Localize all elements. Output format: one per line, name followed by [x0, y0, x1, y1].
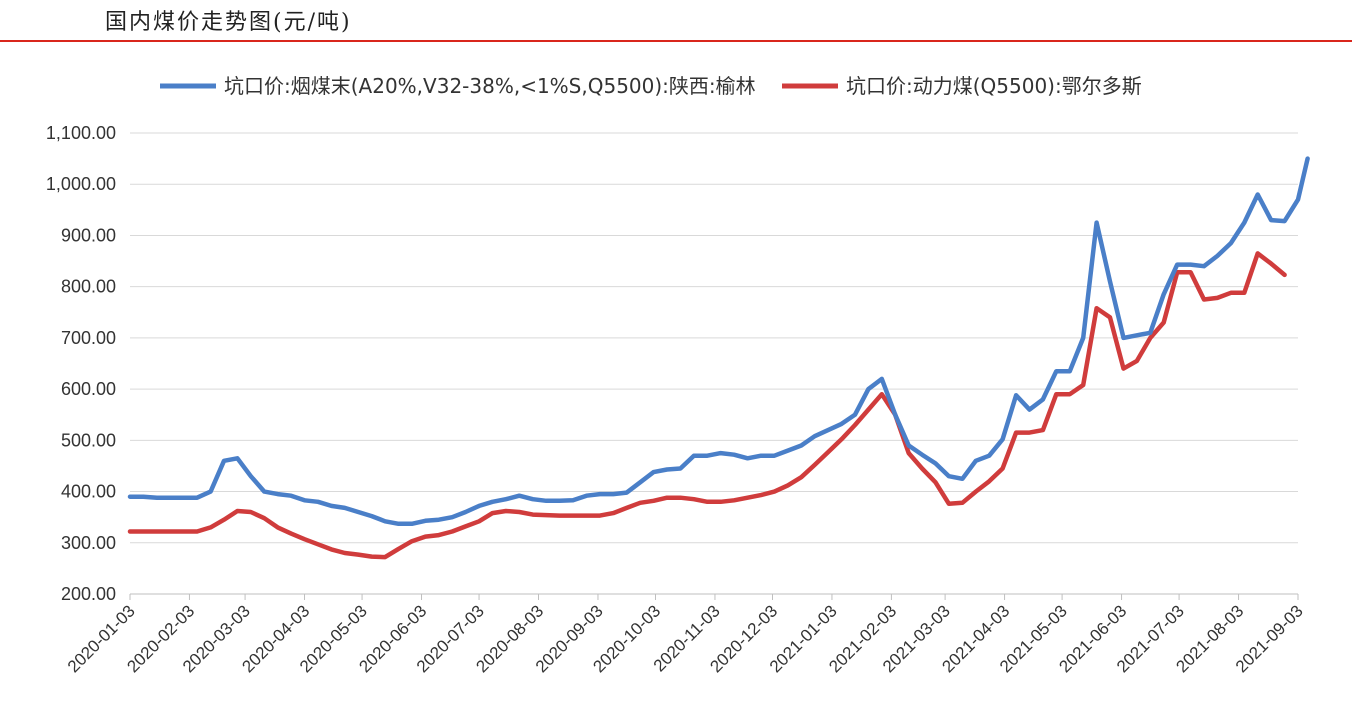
- x-axis: [129, 593, 1299, 600]
- title-divider: [0, 40, 1352, 42]
- legend: 坑口价:烟煤末(A20%,V32-38%,<1%S,Q5500):陕西:榆林 坑口…: [160, 74, 1142, 98]
- series-line-1: [127, 156, 1310, 527]
- y-tick-label: 300.00: [61, 533, 116, 553]
- y-tick-label: 1,000.00: [46, 174, 116, 194]
- y-axis-tick-labels: 200.00 300.00 400.00 500.00 600.00 700.00 800.…: [46, 123, 116, 604]
- x-axis-tick-labels: 2020-01-032020-02-032020-03-032020-04-03…: [64, 601, 1307, 676]
- y-tick-label: 700.00: [61, 328, 116, 348]
- y-tick-label: 800.00: [61, 277, 116, 297]
- y-tick-label: 900.00: [61, 225, 116, 245]
- legend-label: 坑口价:烟煤末(A20%,V32-38%,<1%S,Q5500):陕西:榆林: [224, 74, 756, 98]
- y-tick-label: 200.00: [61, 584, 116, 604]
- grid-lines: [130, 132, 1298, 595]
- legend-label: 坑口价:动力煤(Q5500):鄂尔多斯: [846, 74, 1142, 98]
- y-tick-label: 500.00: [61, 430, 116, 450]
- chart-title: 国内煤价走势图(元/吨): [105, 10, 352, 35]
- y-tick-label: 1,100.00: [46, 123, 116, 143]
- y-tick-label: 600.00: [61, 379, 116, 399]
- series-lines: [127, 156, 1310, 560]
- series-line-2: [127, 251, 1287, 560]
- y-tick-label: 400.00: [61, 482, 116, 502]
